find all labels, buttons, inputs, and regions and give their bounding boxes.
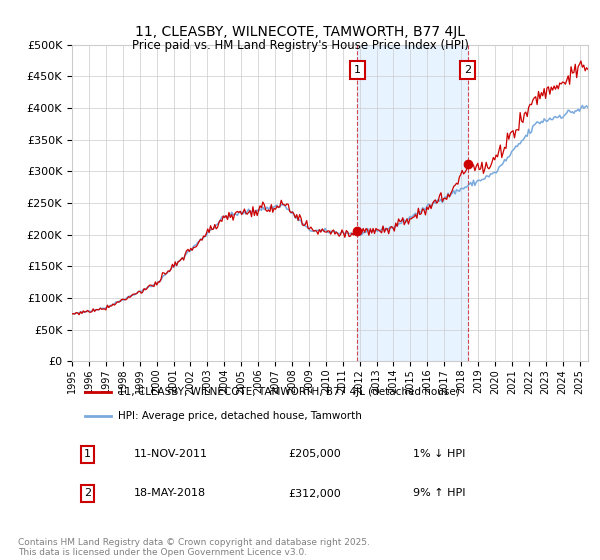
Text: 2: 2 (84, 488, 91, 498)
Bar (357, 45, 467, 361)
Text: 11-NOV-2011: 11-NOV-2011 (134, 449, 208, 459)
Text: 1: 1 (84, 449, 91, 459)
Text: £205,000: £205,000 (289, 449, 341, 459)
Text: 18-MAY-2018: 18-MAY-2018 (134, 488, 206, 498)
Text: 9% ↑ HPI: 9% ↑ HPI (413, 488, 465, 498)
Text: 11, CLEASBY, WILNECOTE, TAMWORTH, B77 4JL: 11, CLEASBY, WILNECOTE, TAMWORTH, B77 4J… (135, 25, 465, 39)
Text: 2: 2 (464, 65, 471, 75)
Text: 11, CLEASBY, WILNECOTE, TAMWORTH, B77 4JL (detached house): 11, CLEASBY, WILNECOTE, TAMWORTH, B77 4J… (118, 387, 460, 397)
Text: Price paid vs. HM Land Registry's House Price Index (HPI): Price paid vs. HM Land Registry's House … (131, 39, 469, 52)
Text: 1% ↓ HPI: 1% ↓ HPI (413, 449, 465, 459)
Text: HPI: Average price, detached house, Tamworth: HPI: Average price, detached house, Tamw… (118, 411, 362, 421)
Text: 1: 1 (354, 65, 361, 75)
Text: Contains HM Land Registry data © Crown copyright and database right 2025.
This d: Contains HM Land Registry data © Crown c… (18, 538, 370, 557)
Text: £312,000: £312,000 (289, 488, 341, 498)
